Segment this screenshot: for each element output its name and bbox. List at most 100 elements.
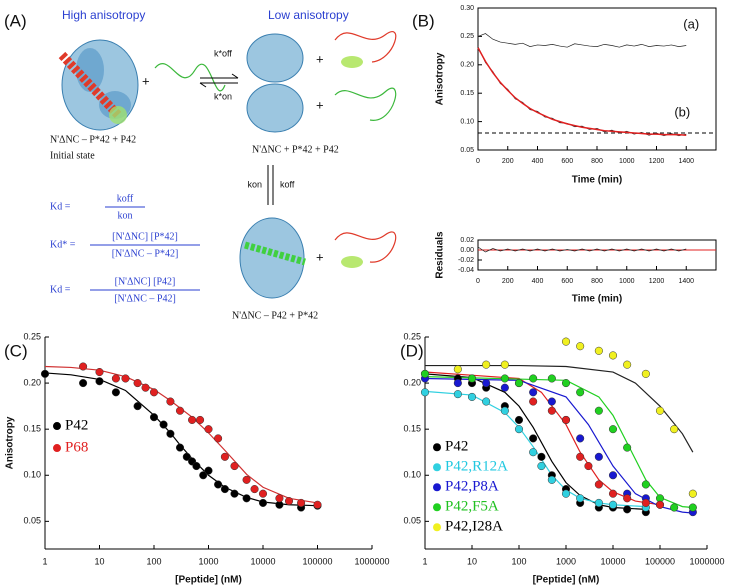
data-point — [313, 500, 322, 509]
y-tick-label: 0.15 — [460, 90, 474, 97]
y-tick-label: 0.25 — [460, 33, 474, 40]
x-axis-label: Time (min) — [572, 175, 622, 186]
data-point — [220, 452, 229, 461]
eq-den: [N'ΔNC – P42] — [114, 293, 176, 304]
data-point — [111, 388, 120, 397]
data-point — [453, 379, 462, 388]
data-point — [214, 480, 223, 489]
x-tick-label: 100 — [511, 556, 526, 566]
x-tick-label: 1200 — [649, 278, 665, 285]
state: N'ΔNC – P*42 + P42 — [50, 134, 136, 145]
data-point — [199, 471, 208, 480]
data-point — [623, 494, 632, 503]
panel-label: (D) — [400, 341, 424, 360]
legend-marker — [53, 422, 61, 431]
data-point — [537, 452, 546, 461]
y-tick-label: 0.20 — [403, 377, 421, 387]
eq-num: [N'ΔNC] [P42] — [115, 276, 176, 287]
data-point — [594, 346, 603, 355]
eq-num: [N'ΔNC] [P*42] — [112, 231, 178, 242]
eq-lhs: Kd = — [50, 201, 71, 212]
legend-marker — [53, 444, 61, 453]
x-tick-label: 1000 — [198, 556, 218, 566]
data-point — [529, 388, 538, 397]
fit-line — [44, 365, 318, 504]
x-tick-label: 10000 — [600, 556, 625, 566]
low-label: Low anisotropy — [268, 8, 349, 22]
x-tick-label: 1000 — [619, 158, 635, 165]
k-on-star: k*on — [214, 91, 232, 101]
x-tick-label: 10 — [94, 556, 104, 566]
data-point — [230, 489, 239, 498]
panel-label: (C) — [4, 341, 28, 360]
data-point — [79, 362, 88, 371]
peptide — [334, 87, 397, 121]
peptide — [334, 31, 397, 63]
data-point — [111, 374, 120, 383]
data-point — [482, 397, 491, 406]
data-point — [141, 383, 150, 392]
y-tick-label: -0.04 — [458, 267, 474, 274]
data-point — [514, 415, 524, 425]
data-point — [641, 369, 650, 378]
legend-label: P42,R12A — [445, 459, 508, 475]
legend-marker — [433, 463, 441, 472]
state-caption: Initial state — [50, 150, 95, 161]
data-point — [547, 475, 556, 484]
data-point — [258, 489, 268, 498]
data-point — [529, 448, 538, 457]
data-point — [670, 503, 679, 512]
x-tick-label: 1000000 — [354, 556, 389, 566]
data-point — [623, 505, 632, 514]
data-point — [166, 397, 175, 406]
fit-line — [424, 376, 693, 509]
fit-line — [424, 373, 646, 510]
fam — [341, 256, 363, 268]
legend-marker — [433, 503, 441, 512]
legend-label: P42,I28A — [445, 519, 503, 535]
data-point — [159, 420, 168, 429]
data-point — [453, 390, 462, 399]
data-point — [40, 369, 50, 378]
x-tick-label: 1400 — [678, 278, 694, 285]
data-point — [192, 461, 201, 471]
peptide — [334, 231, 397, 263]
data-point — [576, 342, 585, 351]
y-tick-label: 0.05 — [23, 516, 41, 526]
data-point — [175, 443, 185, 452]
data-point — [482, 379, 491, 388]
protein — [239, 217, 306, 299]
data-point — [594, 452, 603, 461]
data-point — [258, 498, 268, 507]
data-point — [561, 337, 571, 346]
data-point — [576, 388, 585, 397]
fit-line — [425, 364, 694, 453]
x-tick-label: 400 — [532, 158, 544, 165]
data-point — [547, 397, 556, 406]
x-tick-label: 200 — [502, 278, 514, 285]
data-point — [623, 443, 632, 452]
data-point — [529, 397, 538, 406]
fam — [341, 56, 363, 68]
data-point — [149, 413, 159, 422]
data-point — [95, 377, 104, 386]
panel-label: (A) — [4, 11, 27, 30]
data-point — [529, 434, 538, 443]
y-tick-label: 0.10 — [403, 470, 421, 480]
data-point — [594, 480, 603, 489]
data-point — [584, 461, 593, 471]
y-axis-label: Anisotropy — [435, 52, 446, 105]
data-point — [594, 498, 603, 507]
eq-den: kon — [118, 210, 133, 221]
arrow — [199, 82, 207, 88]
legend-marker — [433, 443, 441, 452]
x-tick-label: 1000 — [556, 556, 576, 566]
data-point — [482, 360, 491, 369]
data-point — [467, 392, 477, 401]
plot-frame — [477, 239, 717, 271]
legend-label: P68 — [65, 439, 88, 455]
x-tick-label: 0 — [476, 278, 480, 285]
data-point — [608, 471, 618, 480]
x-tick-label: 600 — [561, 158, 573, 165]
annotation: (b) — [674, 105, 690, 120]
